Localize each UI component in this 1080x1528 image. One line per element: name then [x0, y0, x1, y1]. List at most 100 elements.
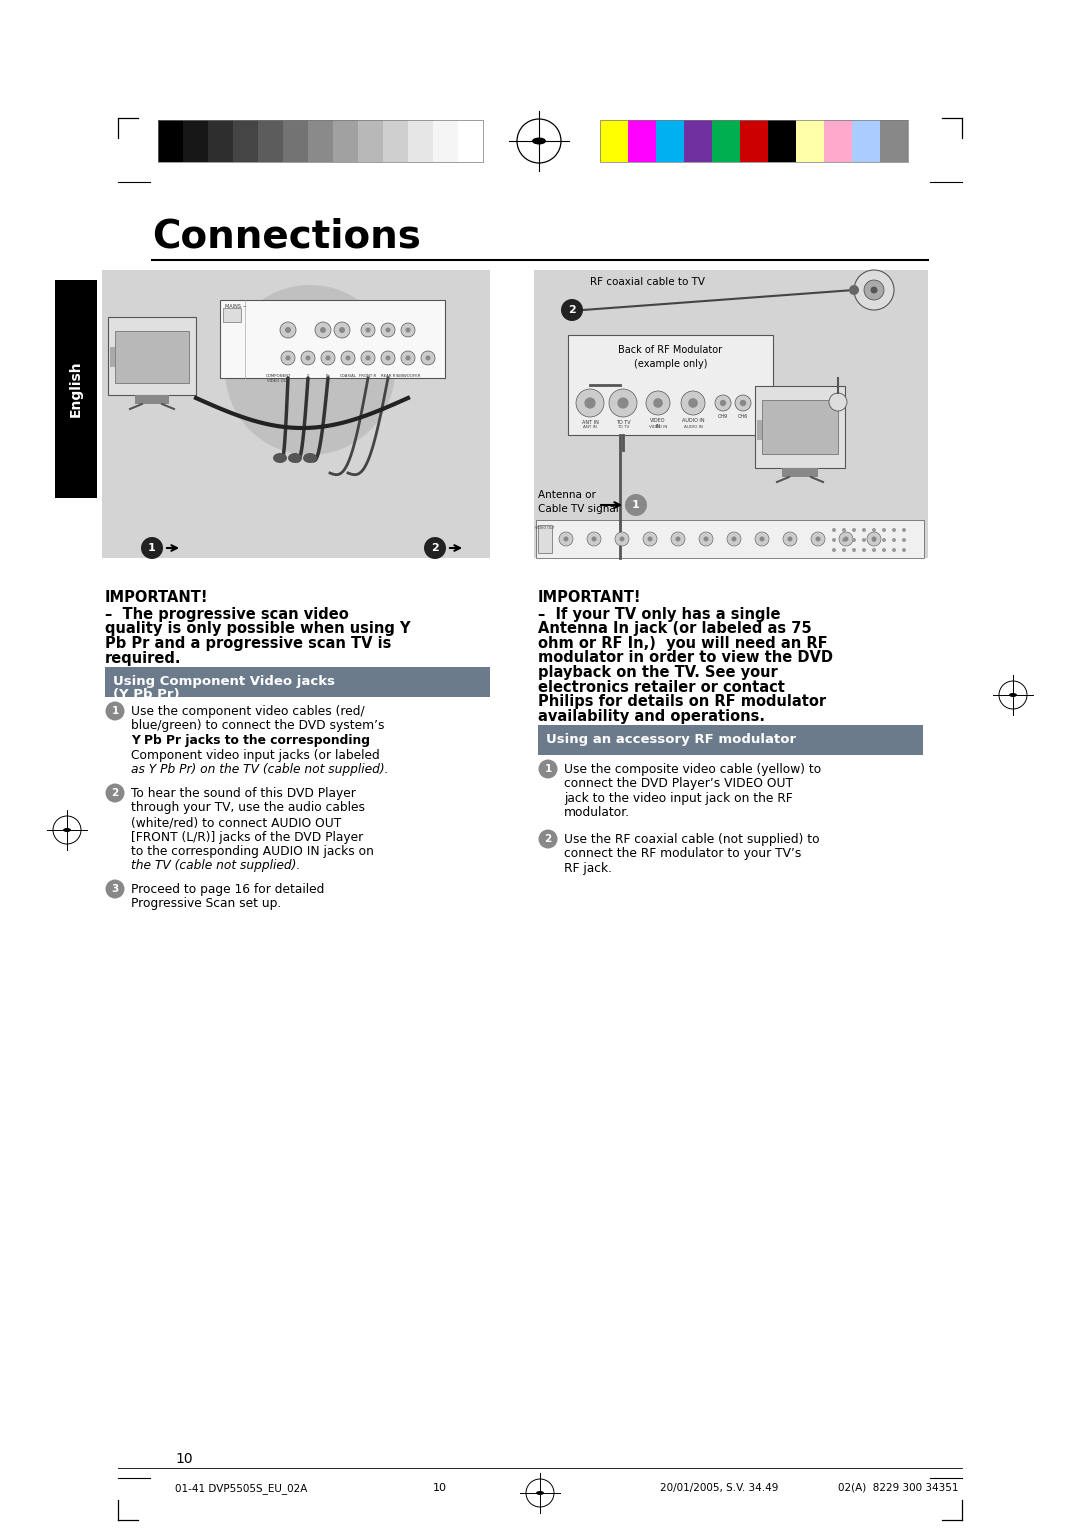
- Circle shape: [365, 356, 370, 361]
- Circle shape: [361, 322, 375, 338]
- Text: through your TV, use the audio cables: through your TV, use the audio cables: [131, 802, 365, 814]
- Circle shape: [872, 538, 876, 542]
- Circle shape: [301, 351, 315, 365]
- Circle shape: [740, 400, 746, 406]
- Bar: [768, 121, 796, 162]
- Circle shape: [842, 549, 846, 552]
- Text: Cable TV signal: Cable TV signal: [538, 504, 619, 513]
- Text: TO TV: TO TV: [616, 420, 631, 425]
- Text: REAR R: REAR R: [381, 374, 395, 377]
- Circle shape: [842, 538, 846, 542]
- Bar: [333, 121, 357, 162]
- Circle shape: [872, 536, 877, 541]
- Circle shape: [783, 532, 797, 545]
- Text: 02(A)  8229 300 34351: 02(A) 8229 300 34351: [837, 1484, 958, 1493]
- Bar: [258, 121, 283, 162]
- Text: (example only): (example only): [634, 359, 707, 368]
- Circle shape: [609, 390, 637, 417]
- Circle shape: [285, 327, 291, 333]
- Circle shape: [862, 529, 866, 532]
- Circle shape: [759, 536, 765, 541]
- Text: Antenna or: Antenna or: [538, 490, 596, 500]
- Circle shape: [53, 816, 81, 843]
- Text: 10: 10: [433, 1484, 447, 1493]
- Circle shape: [832, 529, 836, 532]
- Bar: [600, 121, 908, 162]
- Circle shape: [832, 538, 836, 542]
- Text: Pb Pr and a progressive scan TV is: Pb Pr and a progressive scan TV is: [105, 636, 391, 651]
- Text: COMPONENT
VIDEO OUT: COMPONENT VIDEO OUT: [266, 374, 291, 382]
- Circle shape: [731, 536, 737, 541]
- Circle shape: [653, 399, 663, 408]
- Circle shape: [339, 327, 345, 333]
- Circle shape: [386, 356, 391, 361]
- Text: [FRONT (L/R)] jacks of the DVD Player: [FRONT (L/R)] jacks of the DVD Player: [131, 831, 363, 843]
- Circle shape: [719, 400, 726, 406]
- Bar: [105, 668, 490, 697]
- Text: 2: 2: [568, 306, 576, 315]
- Circle shape: [321, 351, 335, 365]
- Bar: [135, 396, 168, 403]
- Text: modulator.: modulator.: [564, 807, 630, 819]
- Text: TO TV: TO TV: [617, 425, 630, 429]
- Text: ANT IN: ANT IN: [583, 425, 597, 429]
- Circle shape: [892, 538, 896, 542]
- Text: SUBWOOFER: SUBWOOFER: [395, 374, 421, 377]
- Circle shape: [892, 529, 896, 532]
- Text: availability and operations.: availability and operations.: [538, 709, 765, 723]
- Circle shape: [421, 351, 435, 365]
- Text: ANT IN: ANT IN: [581, 420, 598, 425]
- Bar: [220, 299, 445, 377]
- Bar: [755, 387, 845, 468]
- Bar: [183, 121, 208, 162]
- Circle shape: [341, 351, 355, 365]
- Bar: [208, 121, 233, 162]
- Text: IMPORTANT!: IMPORTANT!: [538, 590, 642, 605]
- Text: Philips for details on RF modulator: Philips for details on RF modulator: [538, 694, 826, 709]
- Bar: [408, 121, 433, 162]
- Text: to the corresponding AUDIO IN jacks on: to the corresponding AUDIO IN jacks on: [131, 845, 374, 859]
- Circle shape: [681, 391, 705, 416]
- Bar: [538, 526, 552, 553]
- Circle shape: [862, 549, 866, 552]
- Text: COAXIAL: COAXIAL: [339, 374, 356, 377]
- Bar: [283, 121, 308, 162]
- Circle shape: [576, 390, 604, 417]
- Circle shape: [334, 322, 350, 338]
- Ellipse shape: [273, 452, 287, 463]
- Text: VIDEO IN: VIDEO IN: [649, 425, 667, 429]
- Circle shape: [811, 532, 825, 545]
- Bar: [880, 121, 908, 162]
- Text: 1: 1: [148, 542, 156, 553]
- Text: Using an accessory RF modulator: Using an accessory RF modulator: [546, 733, 796, 747]
- Bar: [538, 724, 923, 755]
- Text: 10: 10: [175, 1452, 192, 1465]
- Circle shape: [735, 396, 751, 411]
- Text: 20/01/2005, S.V. 34.49: 20/01/2005, S.V. 34.49: [660, 1484, 779, 1493]
- Circle shape: [401, 351, 415, 365]
- Circle shape: [902, 549, 906, 552]
- Text: 2: 2: [431, 542, 438, 553]
- Ellipse shape: [63, 828, 71, 833]
- Text: Use the component video cables (red/: Use the component video cables (red/: [131, 704, 365, 718]
- Circle shape: [867, 532, 881, 545]
- Circle shape: [882, 538, 886, 542]
- Circle shape: [872, 529, 876, 532]
- Circle shape: [584, 397, 595, 408]
- Circle shape: [839, 532, 853, 545]
- Text: IMPORTANT!: IMPORTANT!: [105, 590, 208, 605]
- Bar: [852, 121, 880, 162]
- Circle shape: [386, 327, 391, 333]
- Circle shape: [365, 327, 370, 333]
- Text: 1: 1: [632, 500, 639, 510]
- Circle shape: [892, 549, 896, 552]
- Text: electronics retailer or contact: electronics retailer or contact: [538, 680, 785, 695]
- Ellipse shape: [536, 1491, 544, 1494]
- Circle shape: [401, 322, 415, 338]
- Circle shape: [625, 494, 647, 516]
- Bar: [684, 121, 712, 162]
- Text: Using Component Video jacks: Using Component Video jacks: [113, 675, 335, 688]
- Text: jack to the video input jack on the RF: jack to the video input jack on the RF: [564, 792, 793, 805]
- Circle shape: [870, 287, 877, 293]
- Circle shape: [815, 536, 821, 541]
